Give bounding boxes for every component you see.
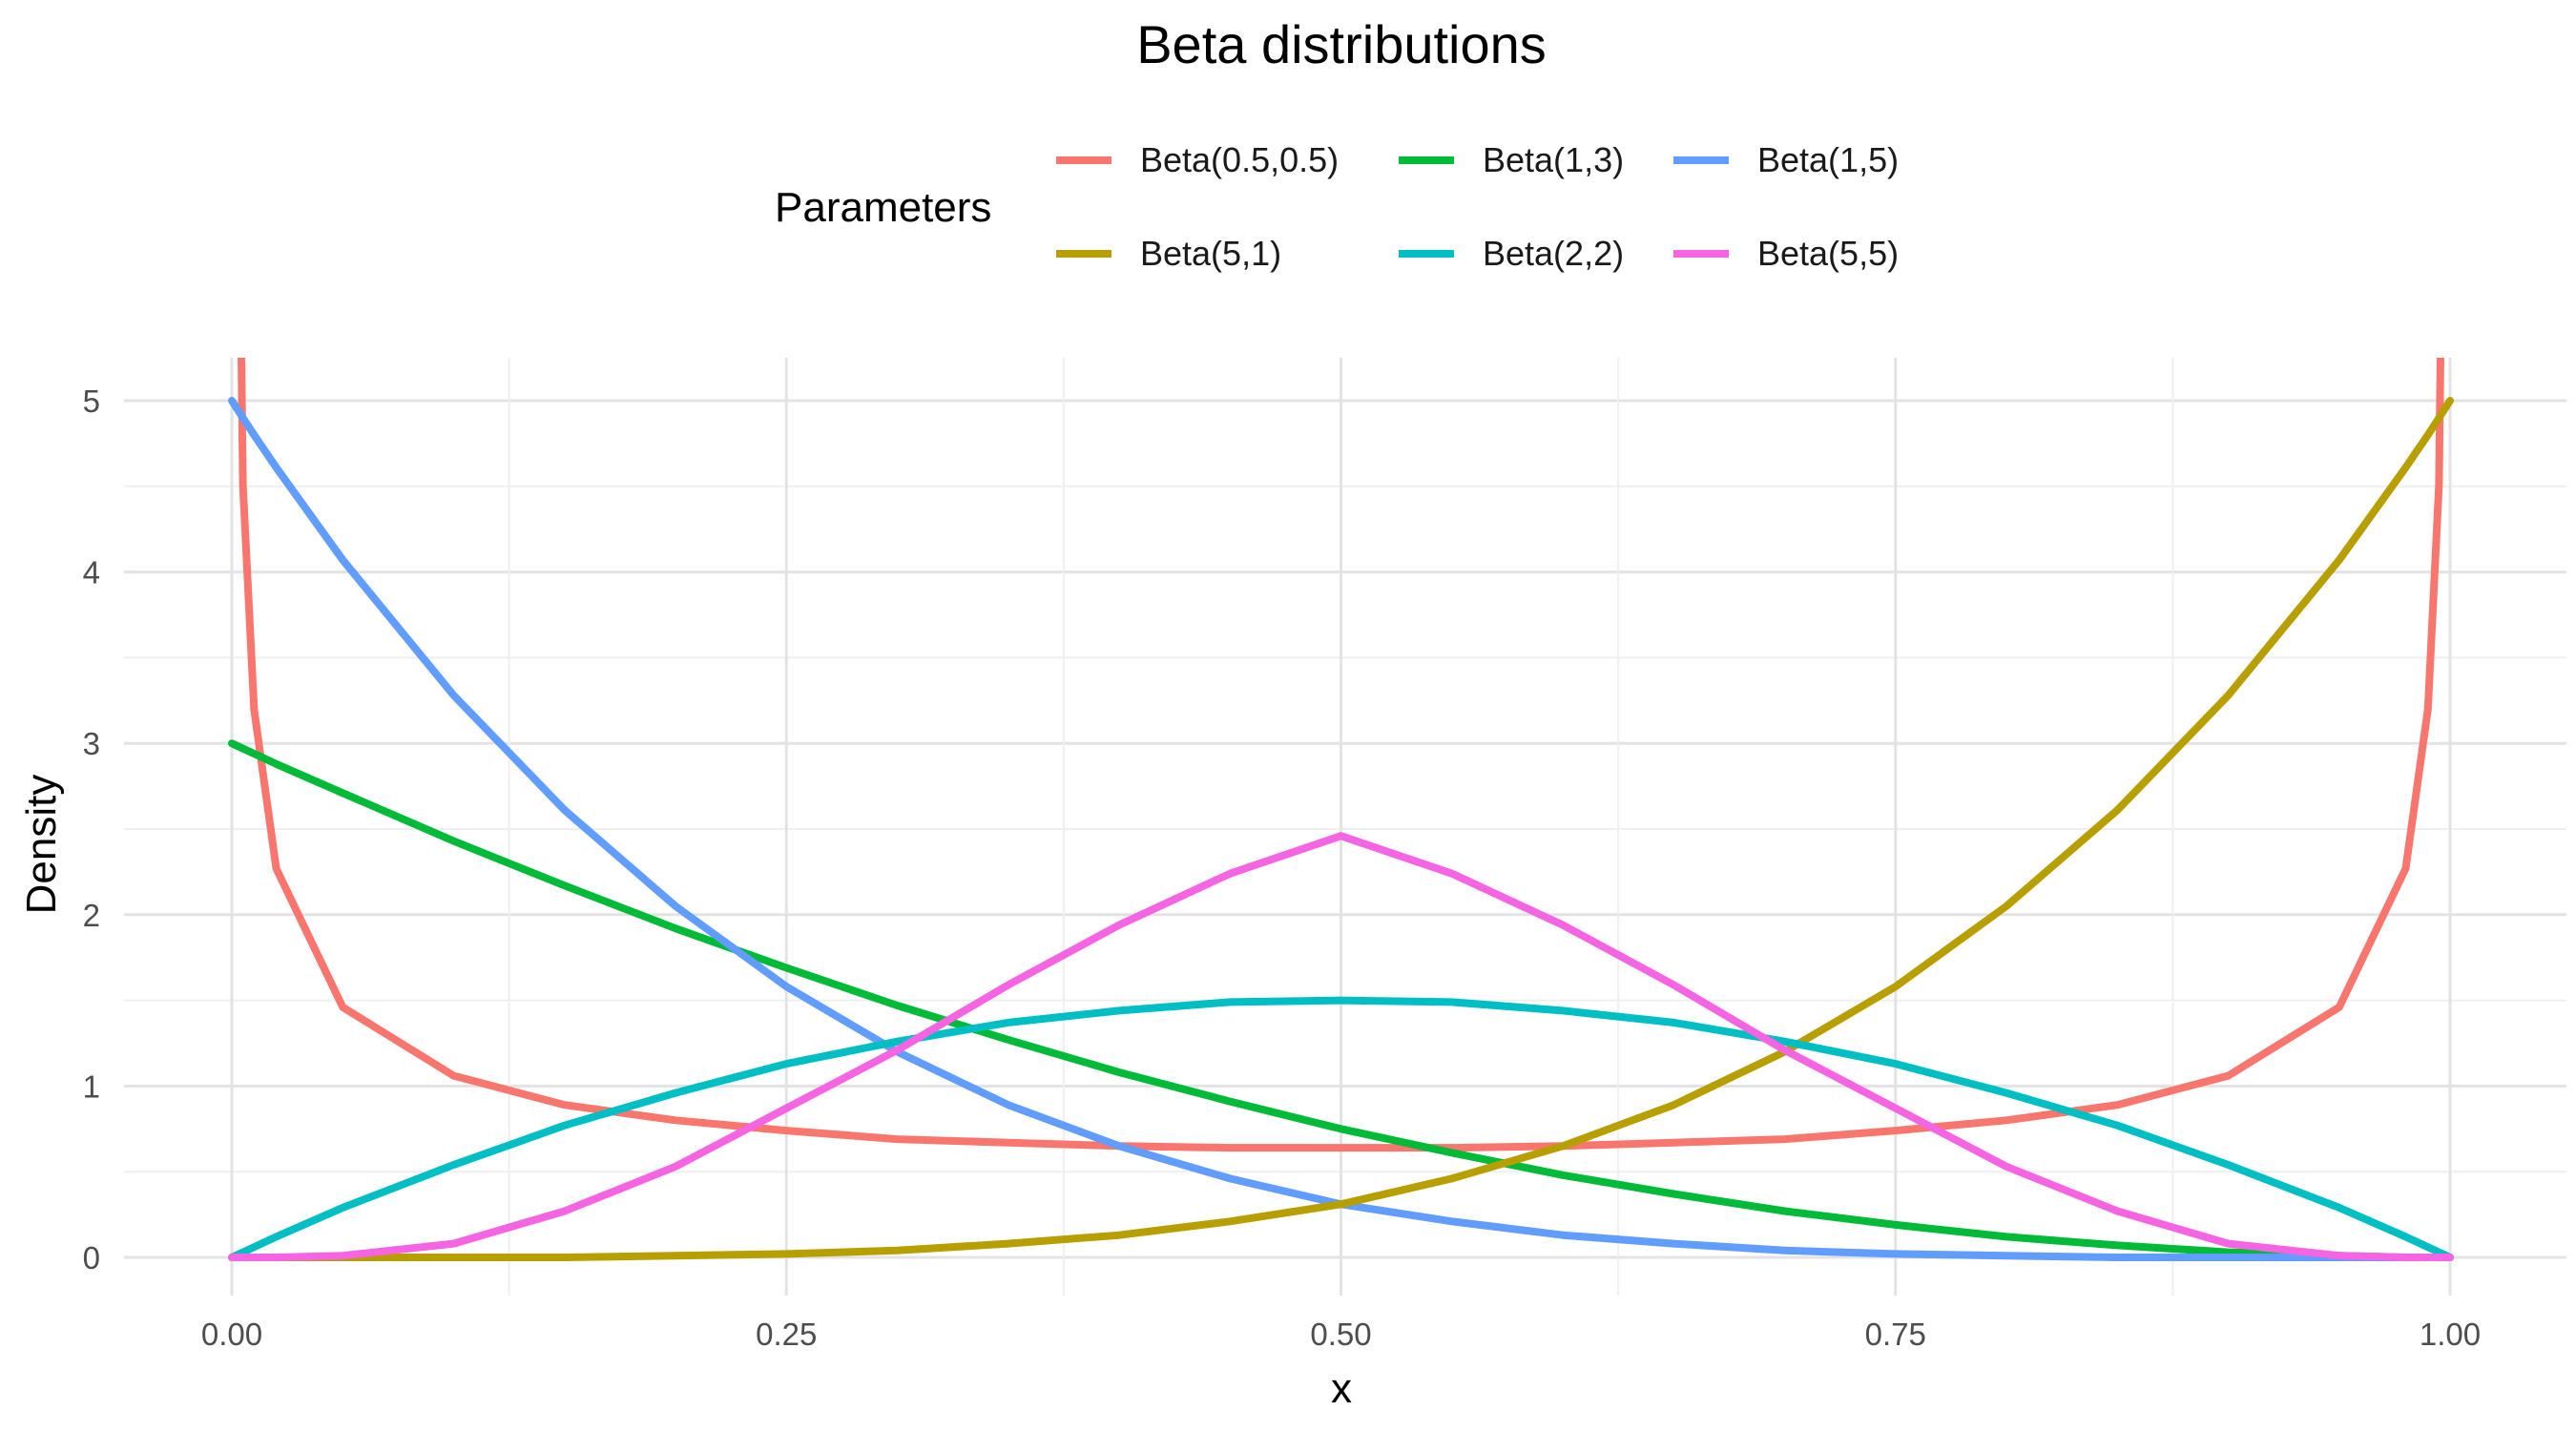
legend-item: Beta(2,2) [1399, 234, 1624, 273]
series-lines [228, 358, 2454, 1261]
series-line [228, 832, 2454, 1261]
legend-label: Beta(0.5,0.5) [1140, 140, 1339, 179]
x-tick-label: 0.25 [756, 1317, 817, 1352]
legend-item: Beta(1,5) [1673, 140, 1899, 179]
y-tick-label: 0 [83, 1240, 100, 1275]
y-tick-label: 2 [83, 898, 100, 933]
y-axis-title: Density [18, 775, 65, 915]
legend: Parameters Beta(0.5,0.5) Beta(1,3) Beta(1,… [775, 140, 1899, 273]
legend-item: Beta(0.5,0.5) [1056, 140, 1339, 179]
x-tick-label: 0.75 [1865, 1317, 1926, 1352]
legend-label: Beta(1,3) [1483, 140, 1624, 179]
legend-title: Parameters [775, 184, 991, 231]
legend-item: Beta(5,5) [1673, 234, 1899, 273]
y-tick-label: 4 [83, 555, 100, 591]
plot-grid [124, 358, 2566, 1296]
y-tick-label: 5 [83, 384, 100, 419]
x-tick-label: 1.00 [2420, 1317, 2481, 1352]
x-axis-title: x [1331, 1365, 1352, 1412]
legend-item: Beta(1,3) [1399, 140, 1624, 179]
series-line [228, 996, 2454, 1261]
legend-label: Beta(1,5) [1757, 140, 1899, 179]
series-line [228, 397, 2454, 1261]
x-tick-label: 0.00 [201, 1317, 262, 1352]
axis-ticks: 0.00 0.25 0.50 0.75 1.00 0 1 2 3 4 5 [83, 384, 2481, 1352]
legend-label: Beta(5,1) [1140, 234, 1281, 273]
y-tick-label: 1 [83, 1068, 100, 1104]
legend-item: Beta(5,1) [1056, 234, 1281, 273]
legend-label: Beta(5,5) [1757, 234, 1899, 273]
chart-title: Beta distributions [1136, 14, 1547, 74]
y-tick-label: 3 [83, 726, 100, 761]
series-line [238, 358, 2444, 1152]
legend-label: Beta(2,2) [1483, 234, 1624, 273]
x-tick-label: 0.50 [1310, 1317, 1371, 1352]
